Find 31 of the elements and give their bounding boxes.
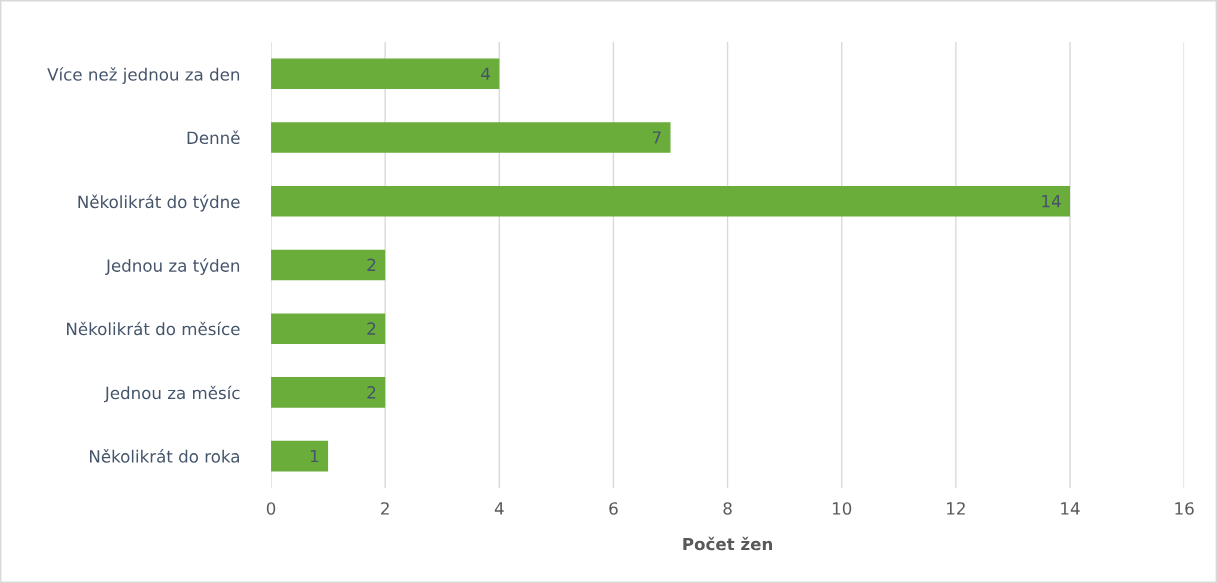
x-tick-label: 0 <box>266 502 276 515</box>
data-label: 14 <box>1042 195 1061 208</box>
x-tick-label: 6 <box>609 502 618 515</box>
y-tick-label: Několikrát do roka <box>90 449 239 463</box>
bar <box>271 122 671 153</box>
x-tick-label: 2 <box>381 502 389 515</box>
x-tick-label: 16 <box>1175 502 1194 515</box>
data-label: 4 <box>481 67 491 80</box>
x-tick-label: 8 <box>723 502 732 515</box>
y-tick-label: Několikrát do týdne <box>78 194 240 212</box>
data-label: 2 <box>367 386 376 399</box>
data-label: 2 <box>367 258 376 271</box>
bar <box>271 440 329 472</box>
data-label: 2 <box>367 322 376 335</box>
x-tick-label: 14 <box>1061 502 1080 515</box>
x-axis-title: Počet žen <box>683 536 773 551</box>
y-tick-label: Více než jednou za den <box>47 67 240 84</box>
x-tick-label: 4 <box>494 502 504 515</box>
data-label: 1 <box>310 449 319 463</box>
bar <box>271 185 1070 217</box>
y-tick-label: Denně <box>187 130 240 145</box>
bar <box>271 313 386 344</box>
y-tick-label: Jednou za měsíc <box>104 385 240 403</box>
data-label: 7 <box>652 131 661 144</box>
bar <box>271 58 500 90</box>
y-tick-label: Několikrát do měsíce <box>67 321 240 336</box>
x-tick-label: 12 <box>947 502 965 515</box>
bar <box>271 249 386 281</box>
x-tick-label: 10 <box>832 502 852 515</box>
y-tick-label: Jednou za týden <box>105 258 240 276</box>
bar <box>271 377 386 408</box>
